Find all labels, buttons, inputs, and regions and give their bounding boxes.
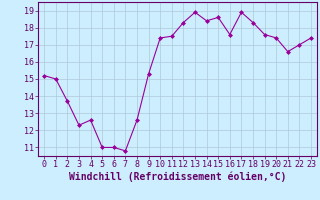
X-axis label: Windchill (Refroidissement éolien,°C): Windchill (Refroidissement éolien,°C) <box>69 172 286 182</box>
